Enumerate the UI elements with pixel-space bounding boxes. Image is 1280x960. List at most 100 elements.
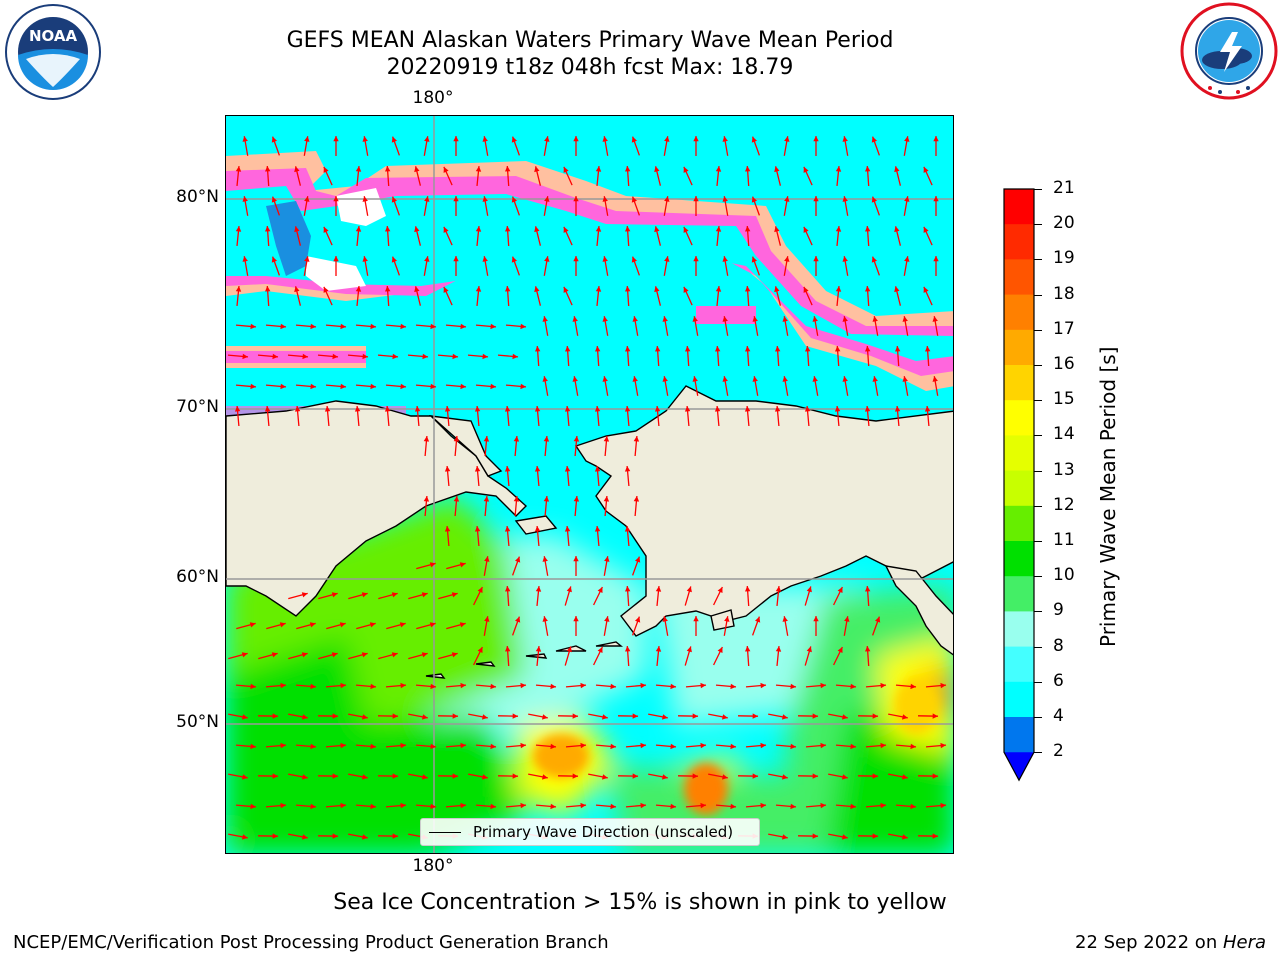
wave-arrow-head	[784, 196, 790, 202]
wave-arrow-head	[323, 286, 329, 293]
wave-arrow-head	[309, 622, 316, 628]
wave-arrow-head	[392, 713, 398, 719]
wave-arrow-head	[683, 166, 689, 173]
wave-arrow-head	[304, 256, 310, 262]
wave-arrow-head	[302, 353, 308, 360]
wave-arrow-head	[812, 773, 818, 779]
wave-arrow-head	[566, 586, 572, 593]
lon-label-top: 180°	[412, 88, 454, 108]
wave-arrow-head	[505, 166, 511, 172]
wave-arrow-head	[842, 256, 848, 262]
colorbar-band-13-14	[1004, 435, 1034, 472]
wave-arrow-head	[872, 773, 878, 779]
wave-arrow-head	[894, 166, 900, 173]
wave-arrow-head	[940, 682, 946, 689]
lat-label-50: 50°N	[176, 712, 219, 732]
wave-arrow-head	[790, 743, 796, 750]
wave-arrow-head	[414, 286, 420, 293]
wave-arrow-head	[714, 406, 721, 412]
wave-arrow-head	[806, 646, 812, 653]
wave-arrow-head	[400, 383, 406, 390]
colorbar-tick-mark	[1034, 365, 1042, 366]
land	[226, 385, 953, 679]
wave-arrow-head	[683, 226, 689, 233]
wave-arrow-head	[451, 652, 458, 658]
wave-arrow-head	[573, 556, 579, 562]
wave-arrow-head	[430, 683, 436, 690]
wave-arrow-head	[304, 196, 310, 202]
wave-arrow-head	[835, 166, 842, 172]
wave-arrow-head	[414, 226, 420, 233]
wave-arrow-head	[370, 743, 376, 750]
wave-arrow-head	[804, 406, 811, 412]
wave-arrow-head	[752, 773, 758, 779]
wave-arrow-head	[385, 286, 391, 292]
wave-arrow-head	[424, 196, 430, 202]
wave-arrow-head	[752, 713, 758, 719]
wave-arrow-head	[812, 713, 818, 719]
wave-arrow-head	[534, 286, 540, 293]
wave-arrow-head	[475, 226, 482, 232]
colorbar-tick-label: 4	[1053, 706, 1064, 726]
footer-host: Hera	[1222, 932, 1266, 953]
wave-arrow-head	[250, 383, 256, 390]
colorbar-tick-label: 8	[1053, 635, 1064, 656]
wave-arrow-head	[633, 496, 640, 502]
wave-arrow-head	[730, 743, 736, 750]
wave-arrow-head	[563, 286, 569, 293]
wave-arrow-head	[782, 774, 788, 780]
wave-arrow-head	[751, 196, 757, 203]
wave-arrow-head	[453, 196, 459, 202]
wave-arrow-head	[391, 592, 398, 598]
wave-arrow-head	[654, 406, 661, 412]
wave-arrow-head	[505, 226, 511, 232]
wave-arrow-head	[550, 743, 556, 750]
wave-arrow-head	[790, 803, 796, 810]
wave-arrow-head	[902, 834, 908, 840]
colorbar-tick-mark	[1034, 294, 1042, 296]
wave-arrow-head	[520, 383, 526, 390]
wave-arrow-head	[880, 682, 886, 689]
wave-arrow-head	[894, 226, 900, 233]
wave-arrow-head	[837, 647, 843, 653]
wave-arrow-head	[923, 286, 929, 293]
wave-arrow-head	[872, 833, 878, 839]
lat-label-60: 60°N	[176, 567, 219, 587]
wave-arrow-head	[272, 833, 278, 839]
wave-arrow-head	[595, 346, 601, 352]
wave-arrow-head	[477, 647, 483, 653]
wave-arrow-head	[424, 256, 430, 262]
wave-arrow-head	[730, 803, 736, 810]
wave-arrow-head	[340, 802, 346, 809]
wave-arrow-head	[610, 803, 616, 810]
wave-arrow-head	[655, 346, 661, 352]
wave-arrow-head	[242, 774, 248, 780]
wave-arrow-head	[842, 136, 848, 142]
wave-arrow-head	[250, 803, 256, 810]
legend-label: Primary Wave Direction (unscaled)	[473, 823, 734, 841]
wave-arrow-head	[692, 713, 698, 719]
wave-arrow-head	[280, 323, 286, 330]
wave-arrow-head	[490, 743, 496, 750]
wave-arrow-head	[310, 803, 316, 810]
wave-arrow-head	[820, 682, 826, 689]
wave-arrow-head	[505, 646, 511, 652]
lon-label-bottom: 180°	[412, 856, 454, 876]
lat-label-70: 70°N	[176, 397, 219, 417]
wave-arrow-head	[932, 713, 938, 719]
map-panel[interactable]	[225, 115, 954, 854]
wave-arrow-head	[933, 196, 939, 202]
map-subtitle: 20220919 t18z 048h fcst Max: 18.79	[386, 55, 794, 80]
colorbar-band-10-11	[1004, 541, 1034, 577]
wave-arrow-head	[511, 196, 517, 203]
colorbar-tick-label: 18	[1053, 283, 1075, 304]
wave-arrow-head	[294, 166, 300, 173]
wave-arrow-head	[640, 742, 646, 749]
wave-arrow-head	[414, 406, 421, 412]
wave-arrow-head	[573, 136, 579, 142]
colorbar-tick-mark	[1034, 189, 1042, 190]
wave-arrow-head	[280, 383, 286, 390]
map-legend: Primary Wave Direction (unscaled)	[420, 818, 760, 846]
wave-arrow-head	[512, 773, 518, 779]
wave-arrow-head	[871, 136, 877, 143]
